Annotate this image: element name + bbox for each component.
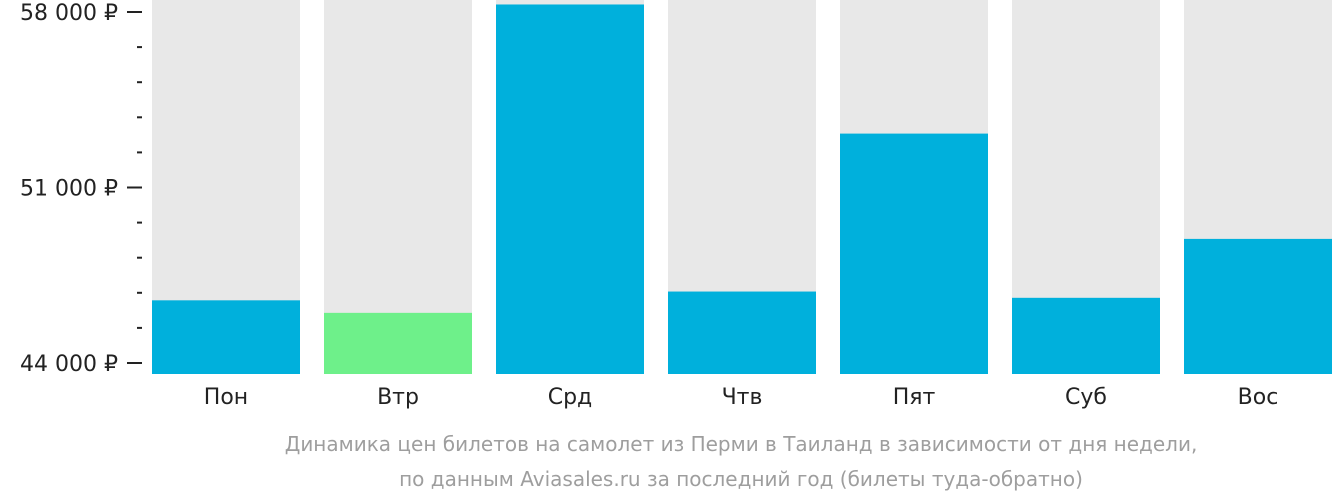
bar-background-2: [324, 0, 472, 374]
y-tick-label-3: 58 000 ₽: [20, 1, 118, 26]
bar-6: [1012, 297, 1160, 374]
bar-5: [840, 133, 988, 374]
bar-7: [1184, 238, 1332, 374]
bar-2: [324, 312, 472, 374]
x-tick-label-7: Вос: [1238, 385, 1279, 410]
x-tick-label-1: Пон: [204, 385, 248, 410]
y-tick-label-2: 51 000 ₽: [20, 177, 118, 202]
x-tick-label-3: Срд: [548, 385, 593, 410]
chart-caption-line-2: по данным Aviasales.ru за последний год …: [399, 467, 1083, 491]
x-tick-label-4: Чтв: [722, 385, 763, 410]
x-tick-label-6: Суб: [1065, 385, 1107, 410]
bar-3: [496, 4, 644, 374]
price-by-weekday-chart: Пон Втр Срд Чтв Пят Суб Вос 44 000 ₽ 51 000 ₽ 58 …: [20, 0, 1332, 410]
x-tick-label-5: Пят: [893, 385, 936, 410]
y-tick-label-1: 44 000 ₽: [20, 352, 118, 377]
bar-4: [668, 291, 816, 374]
chart-caption-line-1: Динамика цен билетов на самолет из Перми…: [284, 432, 1198, 456]
bar-1: [152, 300, 300, 374]
x-tick-label-2: Втр: [377, 385, 419, 410]
